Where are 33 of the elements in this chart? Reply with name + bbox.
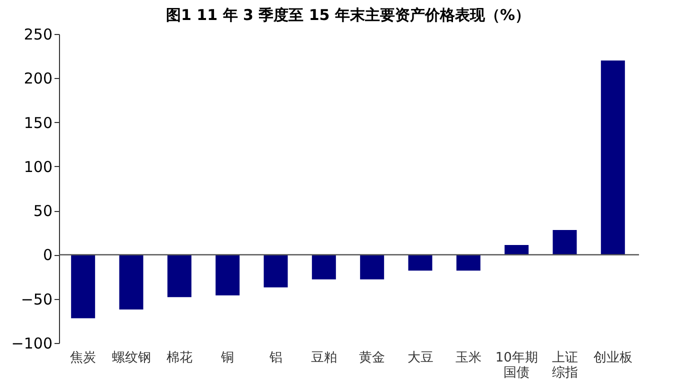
y-tick-label: 50 [33,202,52,220]
x-tick-label: 铜 [220,350,234,366]
x-tick-label: 豆粕 [310,350,337,366]
bar [600,60,625,255]
bar [552,230,577,255]
bar [408,254,432,271]
x-tick-label: 棉花 [166,350,192,366]
bar [312,254,336,280]
x-tick-label: 上证综指 [552,350,578,380]
x-tick-label: 创业板 [593,350,632,366]
x-tick-label: 铝 [268,350,282,366]
bar [360,254,384,280]
x-tick-label: 大豆 [407,350,434,366]
x-tick-label: 黄金 [359,350,386,366]
bar [119,254,144,310]
bar [71,254,96,318]
y-tick-label: 250 [24,26,52,44]
bar [264,254,288,288]
x-tick-label: 螺纹钢 [112,350,151,366]
y-tick-label: 150 [24,114,52,132]
bar [456,254,480,271]
y-tick-label: −100 [11,334,52,352]
y-tick-label: 200 [24,70,52,88]
bar [216,254,240,296]
chart-title: 图1 11 年 3 季度至 15 年末主要资产价格表现（%） [166,6,530,24]
bar [167,254,192,298]
x-tick-label: 玉米 [455,350,482,366]
x-tick-label: 焦炭 [70,350,96,366]
y-tick-label: 100 [24,158,52,176]
y-tick-label: 0 [42,246,52,264]
bar [504,245,529,255]
y-tick-label: −50 [20,290,52,308]
x-tick-label: 10年期国债 [495,350,538,380]
